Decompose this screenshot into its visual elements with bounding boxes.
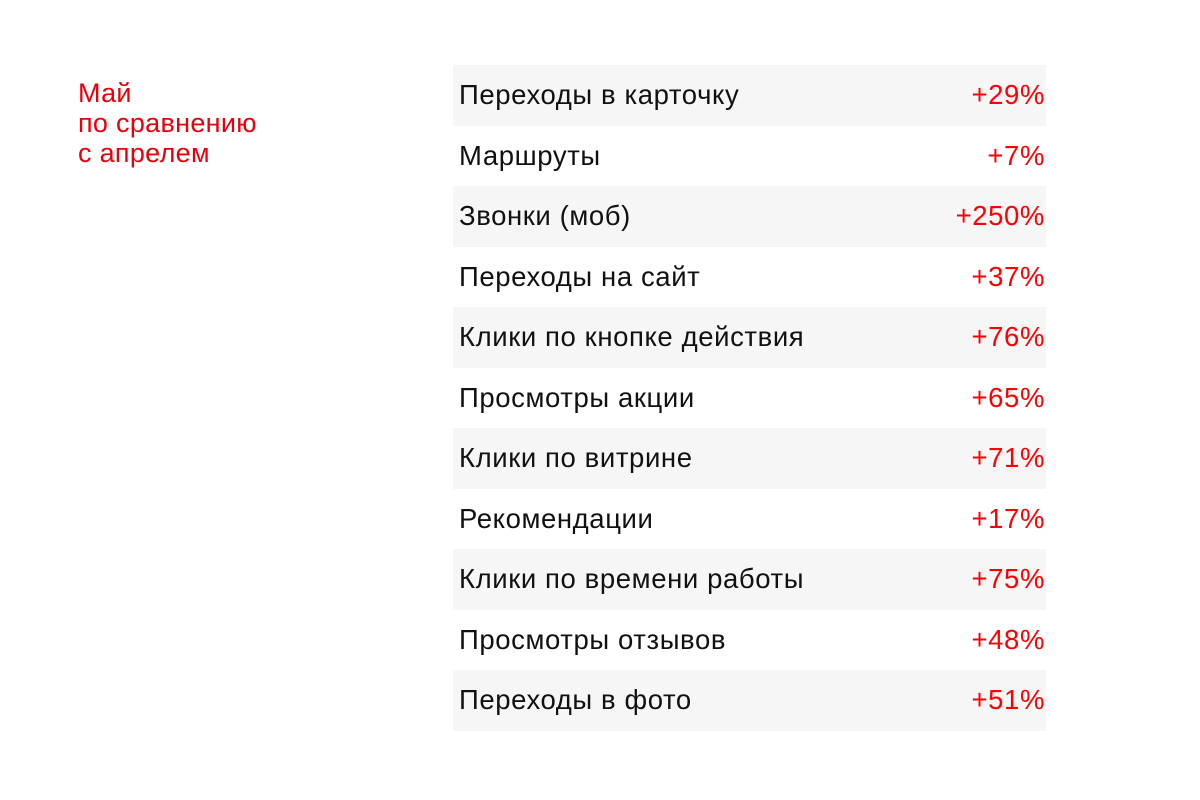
metric-label: Клики по времени работы <box>459 563 805 595</box>
table-row: Клики по кнопке действия +76% <box>453 307 1046 368</box>
metric-change: +7% <box>987 139 1045 171</box>
metric-change: +29% <box>971 79 1045 111</box>
metric-label: Клики по витрине <box>459 442 693 474</box>
metric-label: Переходы на сайт <box>459 260 701 292</box>
metric-label: Маршруты <box>459 139 601 171</box>
title-line: Май <box>78 78 132 108</box>
metric-label: Переходы в карточку <box>459 79 740 111</box>
metric-change: +48% <box>971 623 1045 655</box>
page-title: Май по сравнению с апрелем <box>78 78 257 168</box>
metric-label: Звонки (моб) <box>459 200 631 232</box>
table-row: Клики по времени работы +75% <box>453 549 1046 610</box>
table-row: Звонки (моб) +250% <box>453 186 1046 247</box>
title-line: по сравнению <box>78 108 257 138</box>
metric-change: +76% <box>971 321 1045 353</box>
table-row: Просмотры отзывов +48% <box>453 610 1046 671</box>
table-row: Маршруты +7% <box>453 126 1046 187</box>
table-row: Рекомендации +17% <box>453 489 1046 550</box>
metric-change: +51% <box>971 684 1045 716</box>
table-row: Клики по витрине +71% <box>453 428 1046 489</box>
metrics-table: Переходы в карточку +29% Маршруты +7% Звонки… <box>453 65 1046 731</box>
metric-change: +37% <box>971 260 1045 292</box>
metric-label: Рекомендации <box>459 502 654 534</box>
metric-change: +75% <box>971 563 1045 595</box>
metric-label: Переходы в фото <box>459 684 692 716</box>
metric-change: +250% <box>955 200 1045 232</box>
table-row: Переходы на сайт +37% <box>453 247 1046 308</box>
metric-change: +65% <box>971 381 1045 413</box>
metric-label: Просмотры акции <box>459 381 695 413</box>
metric-change: +71% <box>971 442 1045 474</box>
metric-label: Клики по кнопке действия <box>459 321 805 353</box>
metric-label: Просмотры отзывов <box>459 623 727 655</box>
table-row: Просмотры акции +65% <box>453 368 1046 429</box>
title-line: с апрелем <box>78 138 210 168</box>
table-row: Переходы в карточку +29% <box>453 65 1046 126</box>
metric-change: +17% <box>971 502 1045 534</box>
table-row: Переходы в фото +51% <box>453 670 1046 731</box>
